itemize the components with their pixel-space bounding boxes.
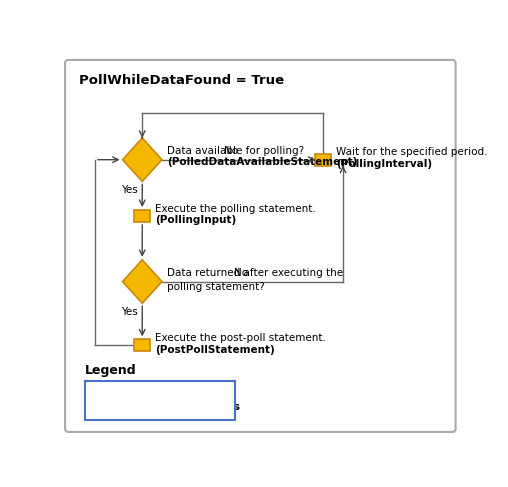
Text: Execute the post-poll statement.: Execute the post-poll statement.	[155, 333, 326, 343]
Text: No: No	[234, 268, 248, 278]
FancyBboxPatch shape	[134, 339, 150, 351]
Text: Yes: Yes	[120, 185, 137, 195]
FancyBboxPatch shape	[315, 154, 331, 166]
Text: Data available for polling?: Data available for polling?	[167, 146, 304, 156]
Text: Yes: Yes	[120, 307, 137, 317]
FancyBboxPatch shape	[65, 60, 456, 432]
Polygon shape	[122, 138, 162, 182]
Text: (PollingInterval): (PollingInterval)	[336, 159, 432, 169]
Text: PollWhileDataFound = True: PollWhileDataFound = True	[79, 74, 284, 87]
Text: Legend: Legend	[85, 364, 137, 377]
Text: Execute the polling statement.: Execute the polling statement.	[155, 204, 315, 214]
Text: No: No	[224, 146, 238, 156]
Text: polling statement?: polling statement?	[167, 282, 264, 292]
Text: (PolledDataAvailableStatement): (PolledDataAvailableStatement)	[167, 157, 357, 168]
Text: Abc: Actions: Abc: Actions	[92, 389, 161, 398]
FancyBboxPatch shape	[85, 381, 235, 420]
FancyBboxPatch shape	[134, 210, 150, 222]
Polygon shape	[122, 260, 162, 303]
Text: (PollingInput): (PollingInput)	[155, 215, 236, 225]
Text: Wait for the specified period.: Wait for the specified period.	[336, 148, 488, 157]
Text: (PostPollStatement): (PostPollStatement)	[155, 345, 275, 355]
Text: Data returned after executing the: Data returned after executing the	[167, 268, 343, 278]
Text: Abc: Binding Properties: Abc: Binding Properties	[92, 402, 240, 412]
